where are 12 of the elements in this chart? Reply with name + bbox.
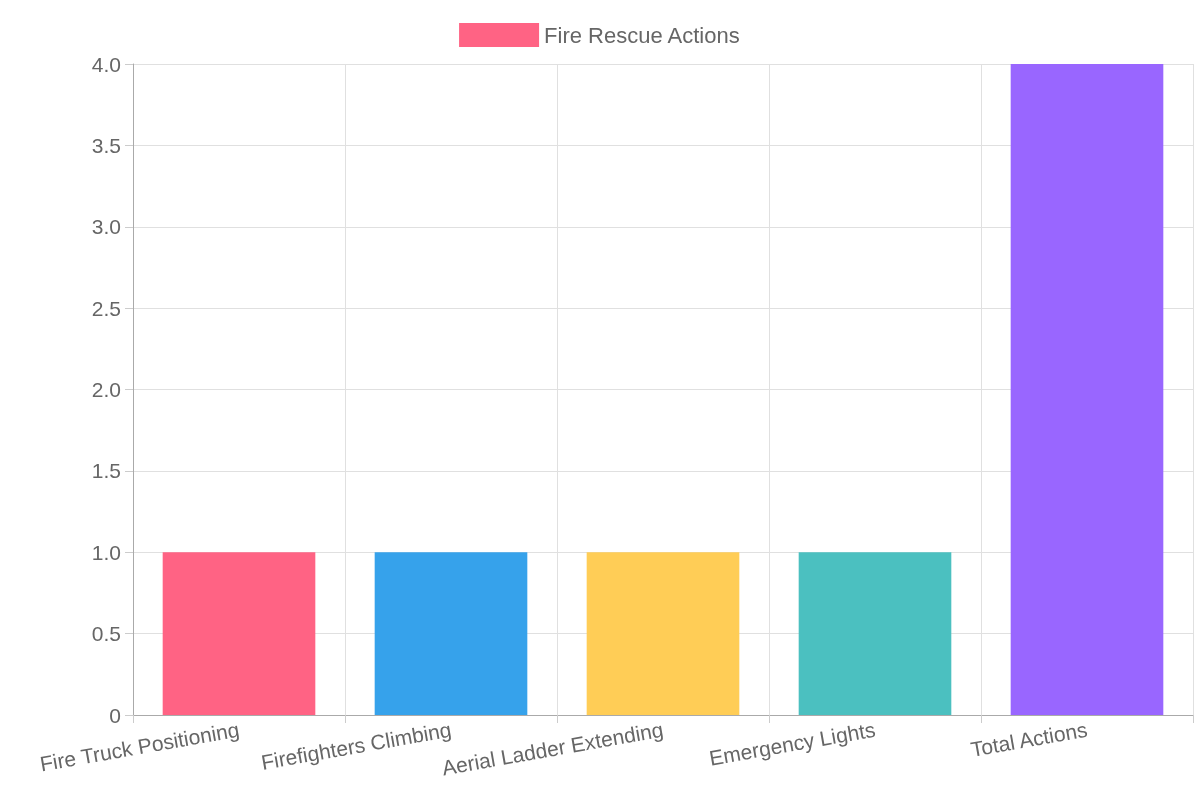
y-tick-label: 3.0 <box>91 215 121 239</box>
y-tick-label: 3.5 <box>91 133 121 157</box>
y-tick-label: 2.5 <box>91 296 121 320</box>
y-tick-label: 2.0 <box>91 378 121 401</box>
y-tick-label: 1.5 <box>91 459 121 483</box>
x-tick-label: Emergency Lights <box>707 717 877 770</box>
y-tick-label: 4.0 <box>91 52 121 76</box>
x-tick-label: Total Actions <box>968 717 1089 761</box>
y-tick-label: 1.0 <box>91 540 121 564</box>
y-tick-label: 0.5 <box>91 622 121 646</box>
legend-label: Fire Rescue Actions <box>544 22 740 48</box>
y-tick-label: 0 <box>109 703 121 727</box>
